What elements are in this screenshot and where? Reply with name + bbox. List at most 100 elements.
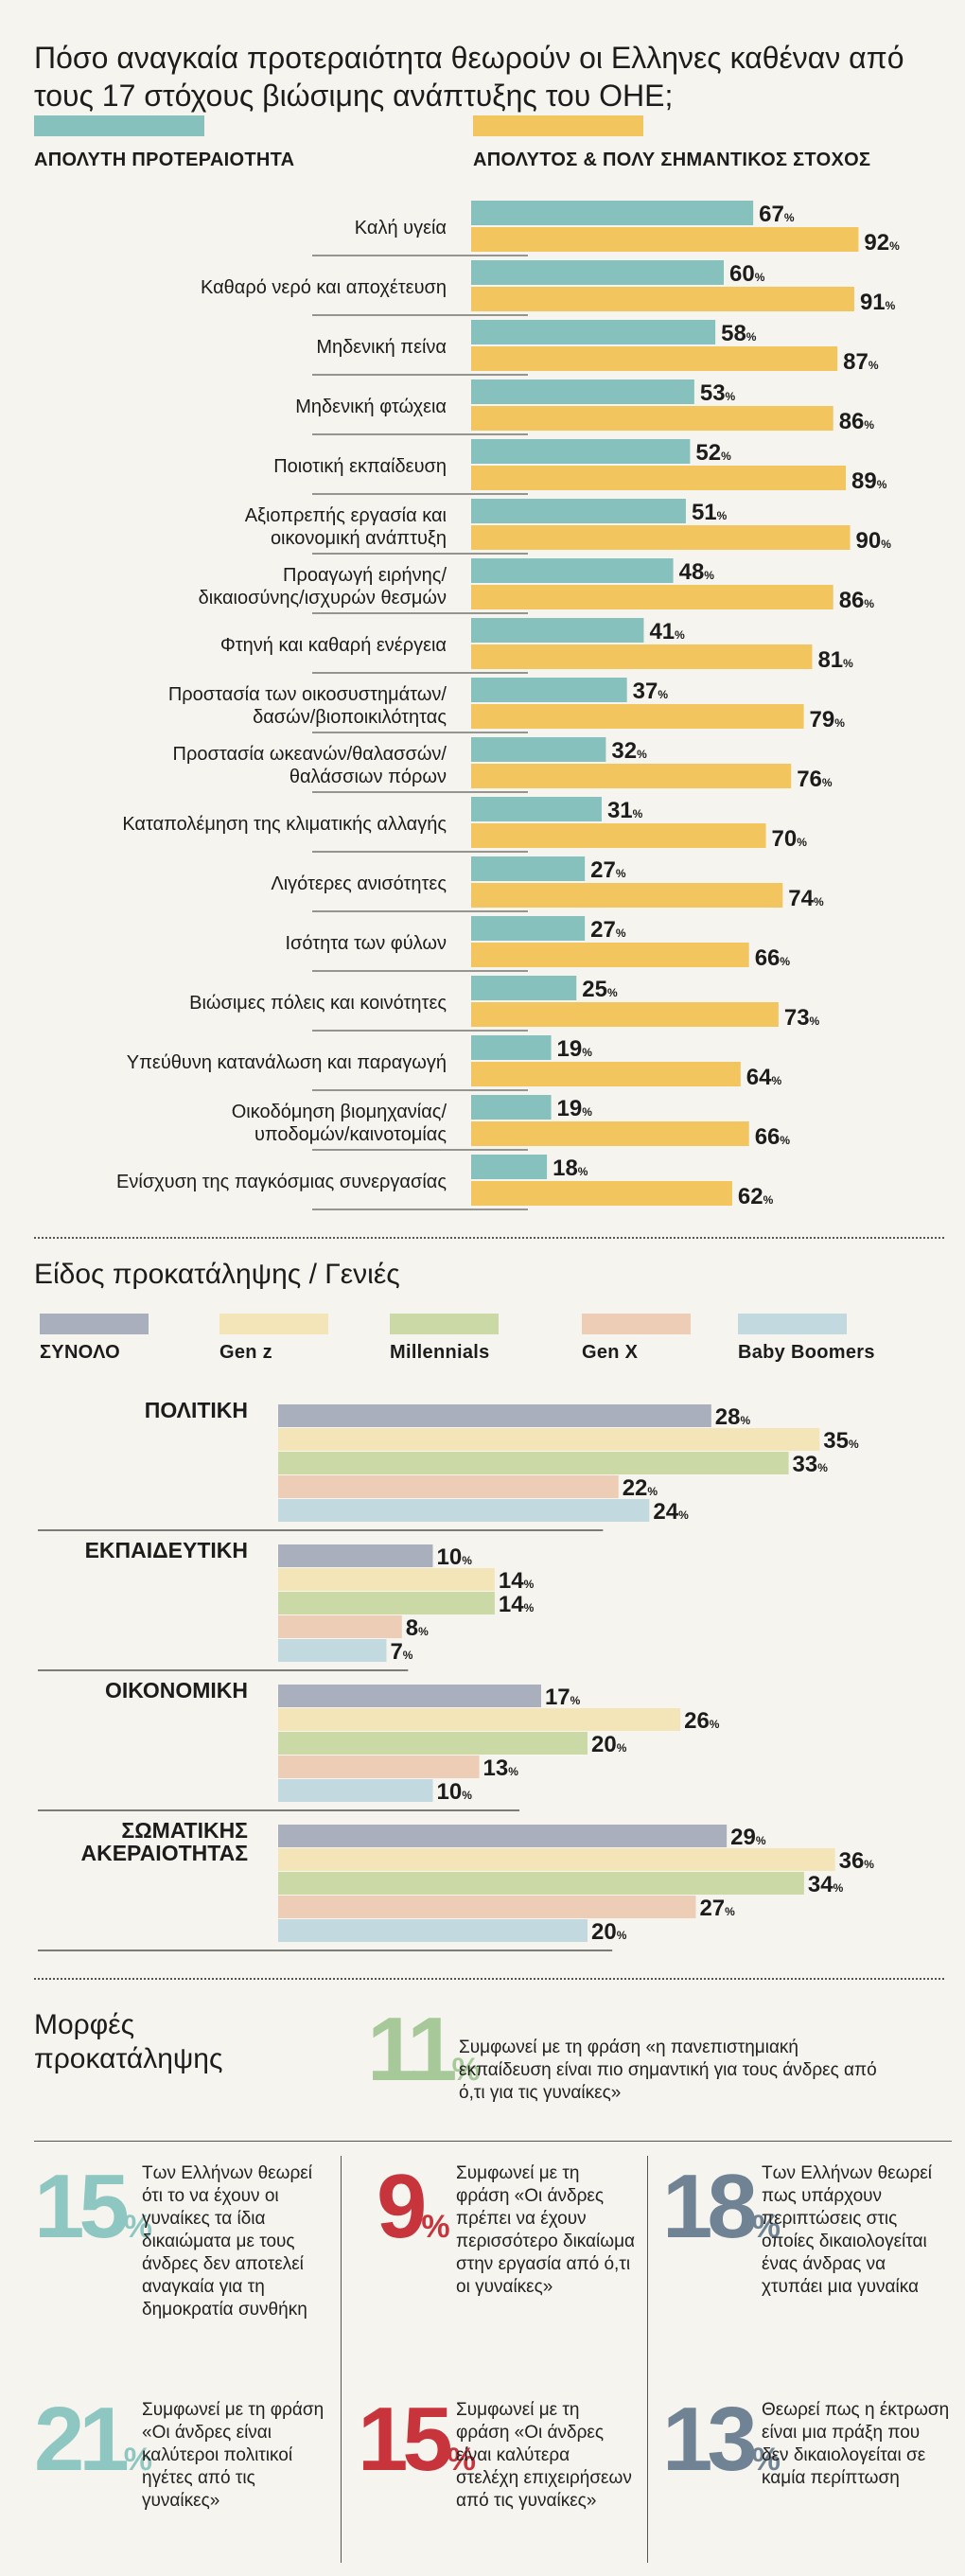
sdg-priority-chart: 67% 92% Καλή υγεία 60% 91% Καθαρό νερό και απ… <box>116 201 900 1210</box>
bar-genx <box>278 1615 402 1638</box>
value-label-absolute-priority: 53% <box>700 380 736 406</box>
value-label-genx: 27% <box>699 1896 735 1921</box>
value-label-millennials: 34% <box>808 1872 844 1897</box>
value-label-total: 10% <box>437 1544 473 1570</box>
legend-swatch-very-important <box>473 115 643 136</box>
bar-absolute-priority <box>471 558 674 583</box>
value-label-very-important: 64% <box>746 1065 782 1090</box>
legend-swatch-genz <box>219 1314 328 1334</box>
group-label: ΠΟΛΙΤΙΚΗ <box>145 1398 248 1422</box>
section-divider <box>34 1237 944 1239</box>
stat-headline-value: 11% <box>367 2004 481 2115</box>
bar-very-important <box>471 764 792 788</box>
value-label-total: 17% <box>545 1685 581 1710</box>
value-label-absolute-priority: 41% <box>649 619 685 644</box>
stat-headline-number: 11 <box>367 1999 458 2100</box>
bar-very-important <box>471 346 838 371</box>
stat-4-pct: % <box>123 2442 153 2478</box>
value-label-absolute-priority: 27% <box>590 857 626 883</box>
value-label-absolute-priority: 51% <box>692 500 728 525</box>
stat-6-number: 13 <box>662 2389 758 2490</box>
category-label: Ενίσχυση της παγκόσμιας συνεργασίας <box>116 1172 447 1192</box>
bar-very-important <box>471 525 851 550</box>
stat-2-pct: % <box>421 2209 450 2245</box>
stat-5-number: 15 <box>358 2389 453 2490</box>
value-label-very-important: 81% <box>817 647 853 673</box>
category-label: Οικοδόμηση βιομηχανίας/υποδομών/καινοτομ… <box>232 1102 447 1145</box>
prejudice-generations-chart: 28% 35%33% 22%24% ΠΟΛΙΤΙΚΗ 10% 14%14% 8%7% ΕΚΠΑ… <box>38 1398 875 1951</box>
category-label: Υπεύθυνη κατανάλωση και παραγωγή <box>127 1052 447 1073</box>
bar-absolute-priority <box>471 916 586 941</box>
stat-headline-pct: % <box>451 2052 481 2088</box>
value-label-boomers: 20% <box>591 1919 627 1945</box>
stat-5-value: 15% <box>358 2394 476 2505</box>
value-label-genz: 36% <box>839 1848 875 1874</box>
bar-absolute-priority <box>471 499 686 523</box>
stat-3-value: 18% <box>662 2161 781 2272</box>
bar-genz <box>278 1428 820 1451</box>
bar-total <box>278 1404 711 1427</box>
column-divider-1 <box>341 2156 342 2563</box>
legend-label-total: ΣΥΝΟΛΟ <box>40 1342 120 1363</box>
bar-boomers <box>278 1499 650 1522</box>
value-label-boomers: 10% <box>437 1779 473 1805</box>
page-title: Πόσο αναγκαία προτεραιότητα θεωρούν οι Ε… <box>34 41 904 114</box>
category-label: Καταπολέμηση της κλιματικής αλλαγής <box>122 814 447 835</box>
bar-millennials <box>278 1592 495 1614</box>
group-label: ΣΩΜΑΤΙΚΗΣ ΑΚΕΡΑΙΟΤΗΤΑΣ <box>81 1818 249 1865</box>
legend-swatch-absolute-priority <box>34 115 204 136</box>
value-label-very-important: 92% <box>864 230 900 256</box>
bar-boomers <box>278 1639 387 1662</box>
stat-6-value: 13% <box>662 2394 781 2505</box>
legend-swatch-millennials <box>390 1314 499 1334</box>
legend-swatch-boomers <box>738 1314 847 1334</box>
stat-3-pct: % <box>751 2209 781 2245</box>
stat-6-pct: % <box>751 2442 781 2478</box>
category-label: Προστασία των οικοσυστημάτων/δασών/βιοπο… <box>168 684 447 728</box>
category-label: Μηδενική φτώχεια <box>295 397 447 417</box>
stat-3-text: Των Ελλήνων θεωρεί πως υπάρχουν περιπτώσ… <box>762 2163 932 2297</box>
legend-label-genz: Gen z <box>219 1342 272 1363</box>
value-label-genz: 35% <box>823 1428 859 1454</box>
legend-label-millennials: Millennials <box>390 1342 490 1363</box>
bar-very-important <box>471 704 804 729</box>
category-label: Φτηνή και καθαρή ενέργεια <box>220 635 447 656</box>
value-label-millennials: 20% <box>591 1732 627 1757</box>
stat-4-text: Συμφωνεί με τη φράση «Οι άνδρες είναι κα… <box>142 2400 325 2511</box>
bar-millennials <box>278 1732 588 1755</box>
bar-genx <box>278 1475 619 1498</box>
bar-genz <box>278 1568 495 1591</box>
bar-absolute-priority <box>471 678 627 702</box>
value-label-millennials: 33% <box>793 1452 829 1477</box>
column-divider-2 <box>647 2156 648 2563</box>
value-label-absolute-priority: 32% <box>611 738 647 764</box>
bar-very-important <box>471 943 749 967</box>
stat-1-value: 15% <box>34 2161 152 2272</box>
group-label: ΕΚΠΑΙΔΕΥΤΙΚΗ <box>85 1538 248 1562</box>
category-label: Προαγωγή ειρήνης/δικαιοσύνης/ισχυρών θεσ… <box>199 565 447 609</box>
value-label-very-important: 66% <box>755 1124 791 1150</box>
bar-very-important <box>471 406 833 431</box>
bar-very-important <box>471 644 813 669</box>
value-label-very-important: 79% <box>810 707 846 732</box>
bar-very-important <box>471 823 766 848</box>
bar-absolute-priority <box>471 737 606 762</box>
value-label-very-important: 90% <box>856 528 892 554</box>
category-label: Ισότητα των φύλων <box>285 933 447 954</box>
value-label-very-important: 74% <box>788 886 824 911</box>
bar-absolute-priority <box>471 1035 552 1060</box>
value-label-absolute-priority: 19% <box>557 1036 593 1062</box>
bar-very-important <box>471 1062 741 1086</box>
bar-genx <box>278 1896 696 1918</box>
forms-title: Μορφές προκατάληψης <box>34 2009 223 2074</box>
bar-very-important <box>471 466 847 490</box>
value-label-very-important: 62% <box>738 1184 774 1209</box>
bar-absolute-priority <box>471 320 716 344</box>
category-label: Αξιοπρεπής εργασία και οικονομική ανάπτυξ… <box>245 505 447 549</box>
bar-very-important <box>471 883 783 908</box>
value-label-very-important: 66% <box>755 945 791 971</box>
value-label-absolute-priority: 58% <box>721 321 757 346</box>
stat-1-text: Των Ελλήνων θεωρεί ότι το να έχουν οι γυ… <box>142 2163 312 2320</box>
value-label-genx: 8% <box>406 1615 429 1641</box>
bar-total <box>278 1685 541 1707</box>
